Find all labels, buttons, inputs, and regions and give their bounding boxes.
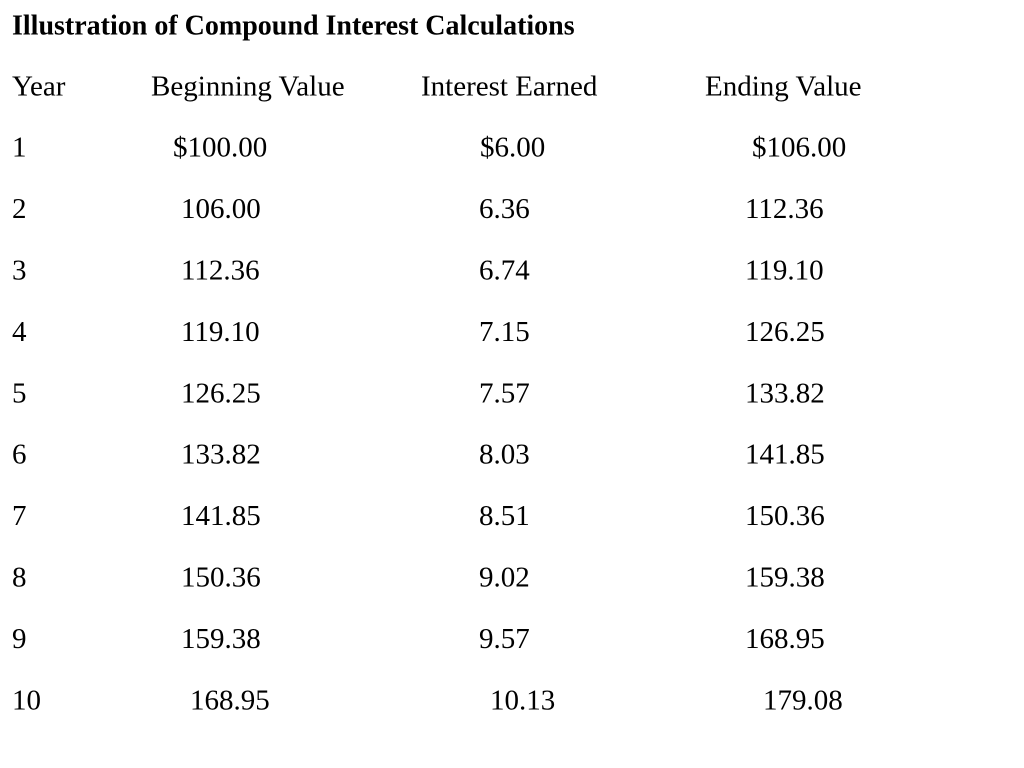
column-header: Beginning Value [151, 71, 345, 103]
table-cell: 119.10 [181, 316, 260, 348]
table-cell: 8 [12, 561, 27, 593]
title: Illustration of Compound Interest Calcul… [12, 10, 575, 41]
column-header: Ending Value [705, 71, 862, 103]
table-cell: 8.03 [479, 439, 530, 471]
column-header: Interest Earned [421, 71, 598, 103]
table-cell: $106.00 [752, 132, 846, 164]
table-cell: 8.51 [479, 500, 530, 532]
table-cell: 9.57 [479, 623, 530, 655]
table-cell: 159.38 [181, 623, 261, 655]
table-cell: 179.08 [763, 684, 843, 716]
table-cell: 112.36 [181, 254, 260, 286]
table-cell: 5 [12, 377, 27, 409]
table-cell: 7.15 [479, 316, 530, 348]
table-cell: 10 [12, 684, 41, 716]
table-cell: 1 [12, 132, 27, 164]
table-cell: 10.13 [490, 684, 555, 716]
table-cell: 141.85 [745, 439, 825, 471]
table-cell: 168.95 [745, 623, 825, 655]
table-cell: 150.36 [745, 500, 825, 532]
table-cell: 3 [12, 254, 27, 286]
table-cell: 159.38 [745, 561, 825, 593]
table-cell: 150.36 [181, 561, 261, 593]
table-cell: 6.74 [479, 254, 530, 286]
column-header: Year [12, 71, 66, 103]
table-cell: 141.85 [181, 500, 261, 532]
table-cell: 9 [12, 623, 27, 655]
table-cell: 6 [12, 439, 27, 471]
table-cell: 4 [12, 316, 27, 348]
table-cell: 7.57 [479, 377, 530, 409]
table-cell: 2 [12, 193, 27, 225]
table-cell: $6.00 [480, 132, 545, 164]
table-cell: 106.00 [181, 193, 261, 225]
table-cell: 6.36 [479, 193, 530, 225]
table-cell: 133.82 [745, 377, 825, 409]
table-cell: 7 [12, 500, 27, 532]
table-cell: 126.25 [745, 316, 825, 348]
table-cell: 9.02 [479, 561, 530, 593]
table-cell: 112.36 [745, 193, 824, 225]
table-cell: 133.82 [181, 439, 261, 471]
table-cell: 126.25 [181, 377, 261, 409]
table-cell: 119.10 [745, 254, 824, 286]
table-cell: 168.95 [190, 684, 270, 716]
table-cell: $100.00 [173, 132, 267, 164]
